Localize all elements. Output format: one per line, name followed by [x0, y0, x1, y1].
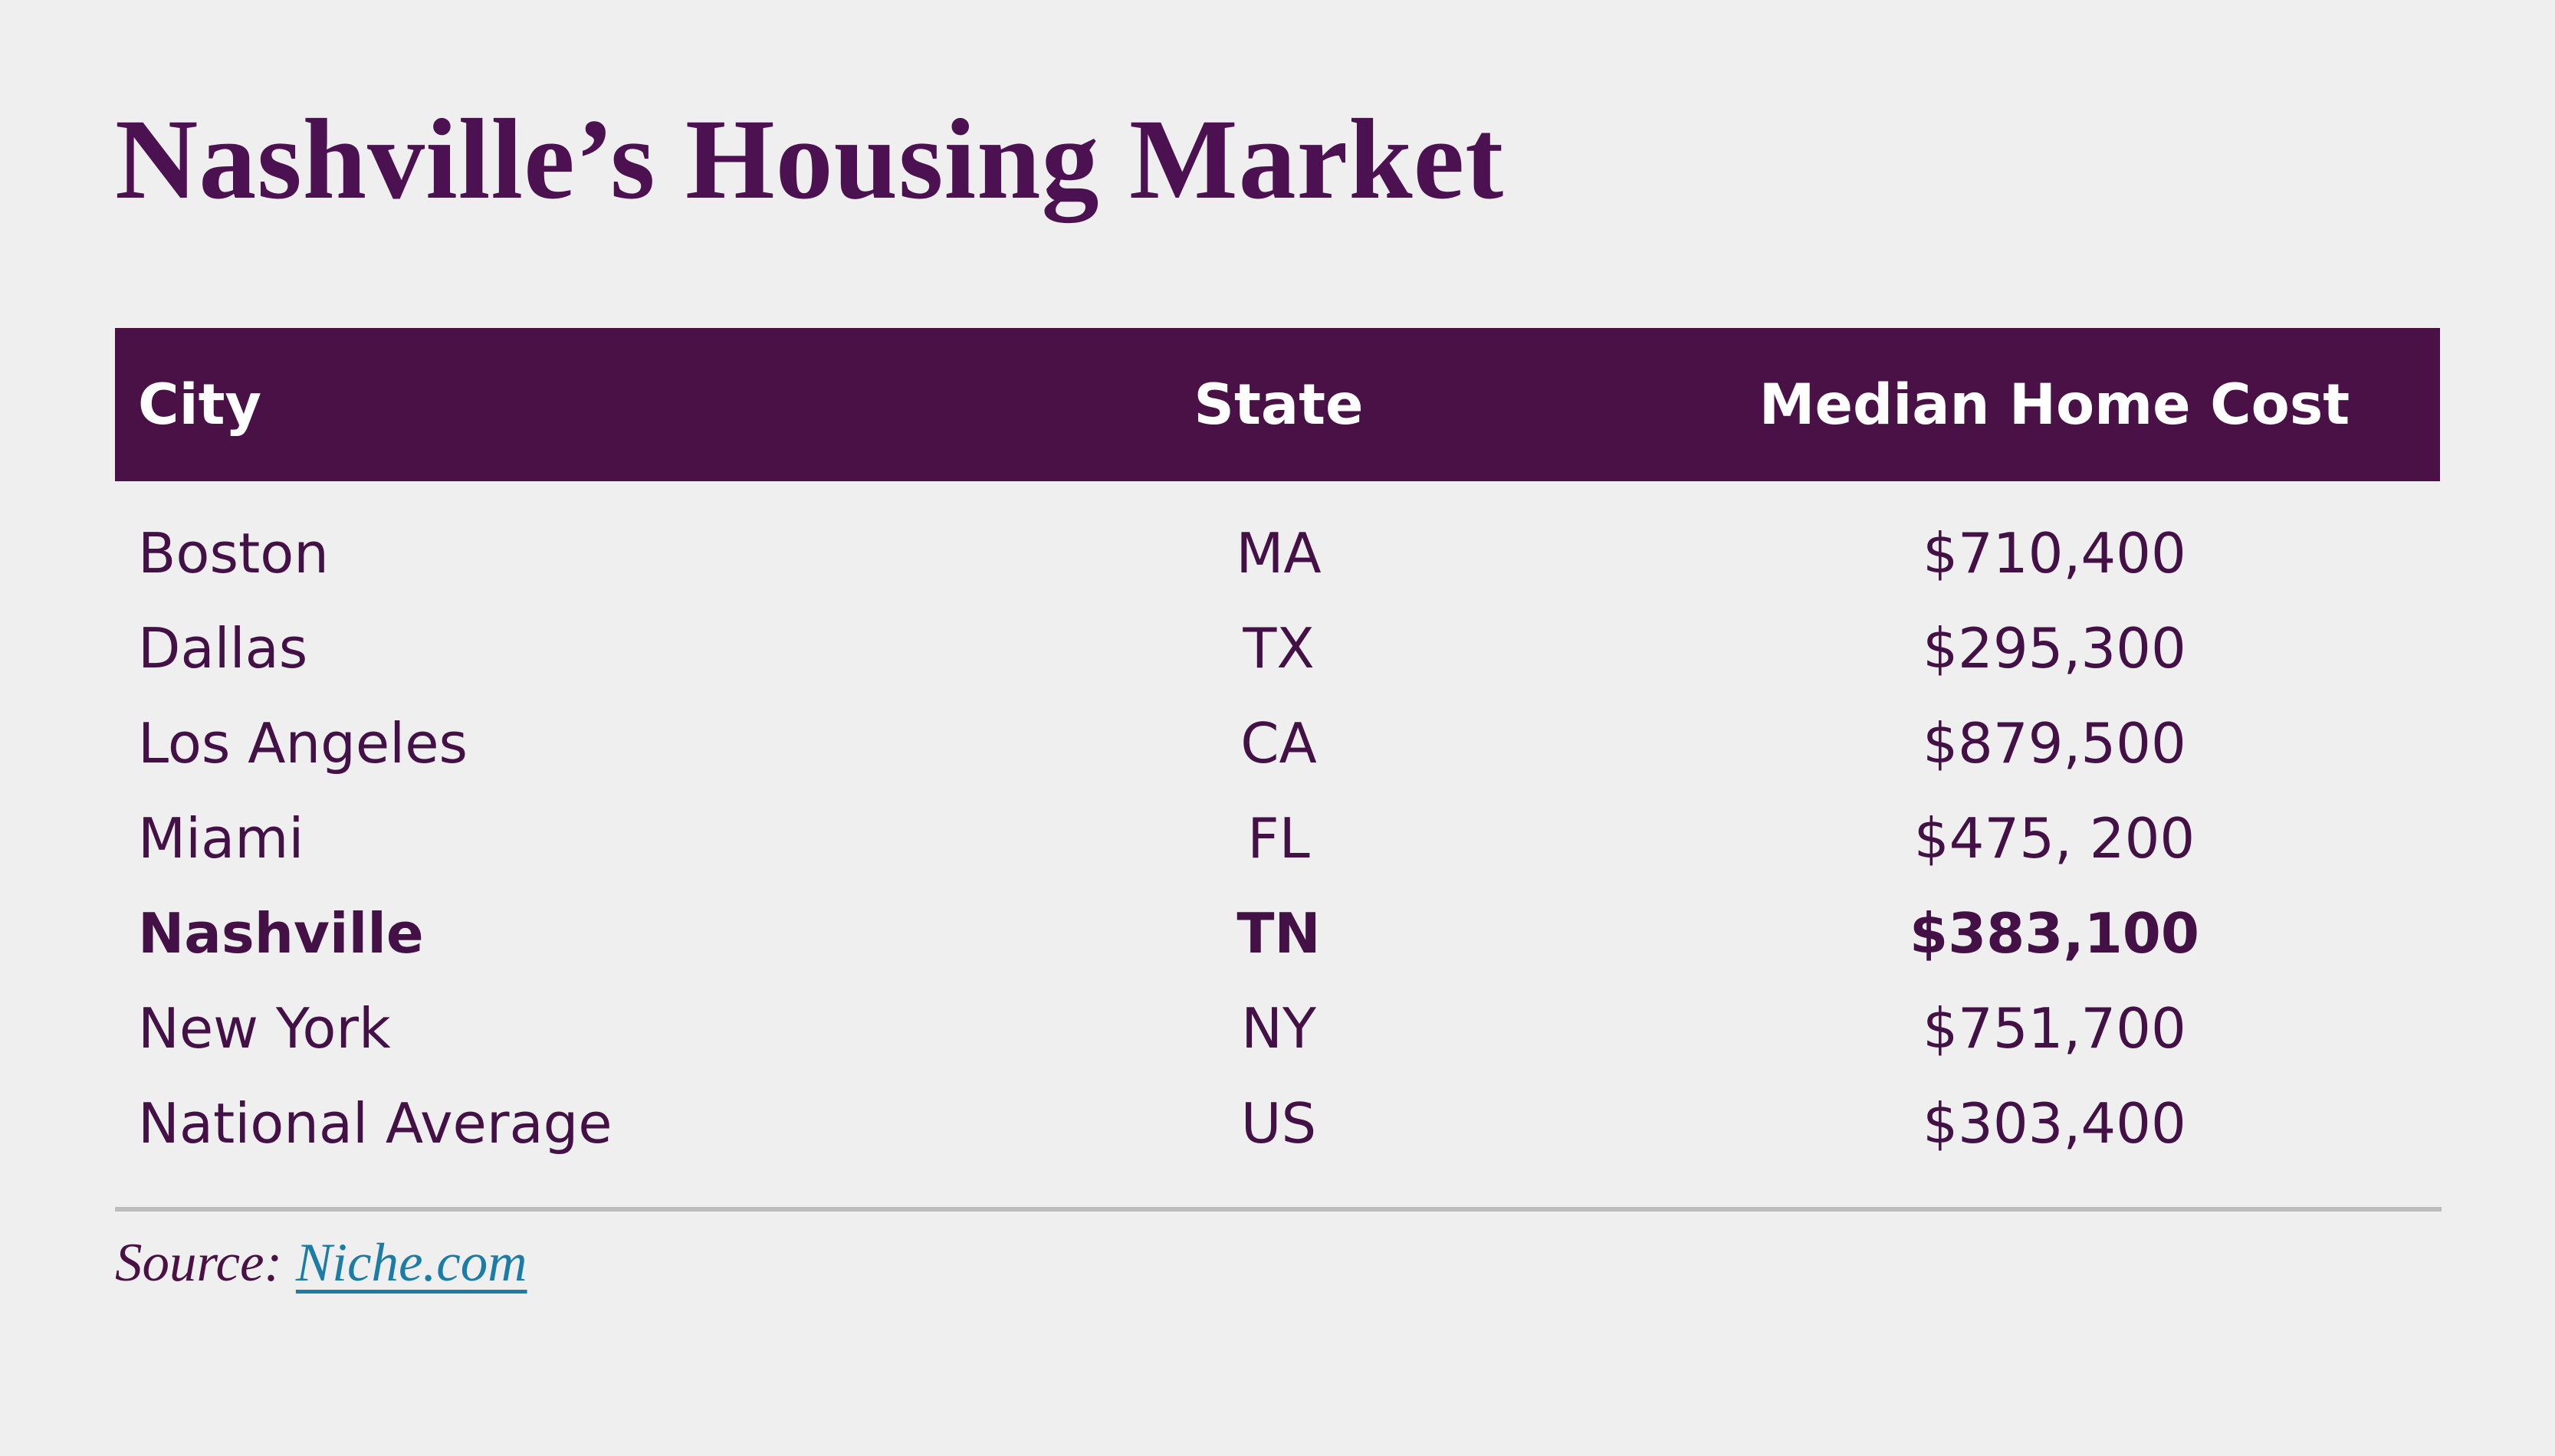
city-cell: National Average: [138, 1091, 612, 1156]
city-cell: Dallas: [138, 616, 308, 680]
table-row: Miami FL $475, 200: [115, 791, 2440, 886]
cost-cell: $879,500: [1923, 711, 2186, 776]
source-line: Source: Niche.com: [115, 1232, 527, 1295]
cost-cell: $383,100: [1909, 901, 2200, 966]
city-cell: Nashville: [138, 901, 424, 966]
city-cell: Boston: [138, 521, 329, 585]
cost-cell: $475, 200: [1913, 806, 2195, 871]
table-row: Los Angeles CA $879,500: [115, 696, 2440, 791]
page-title: Nashville’s Housing Market: [115, 96, 1505, 223]
table-row: Dallas TX $295,300: [115, 601, 2440, 696]
cost-cell: $710,400: [1923, 521, 2186, 585]
source-link[interactable]: Niche.com: [295, 1233, 527, 1293]
cost-cell: $751,700: [1923, 996, 2186, 1061]
state-cell: MA: [1236, 521, 1322, 585]
table-body: Boston MA $710,400 Dallas TX $295,300 Los Ange…: [115, 506, 2440, 1171]
state-cell: TN: [1236, 901, 1321, 966]
state-cell: FL: [1247, 806, 1310, 871]
city-cell: New York: [138, 996, 391, 1061]
state-cell: CA: [1240, 711, 1317, 776]
city-cell: Los Angeles: [138, 711, 468, 776]
column-header-median-home-cost: Median Home Cost: [1759, 372, 2350, 438]
divider: [115, 1207, 2442, 1212]
table-header-row: City State Median Home Cost: [115, 328, 2440, 481]
state-cell: US: [1240, 1091, 1317, 1156]
table-row: Boston MA $710,400: [115, 506, 2440, 601]
column-header-city: City: [138, 372, 262, 438]
state-cell: NY: [1241, 996, 1316, 1061]
table-row: National Average US $303,400: [115, 1076, 2440, 1171]
source-label: Source:: [115, 1233, 283, 1293]
city-cell: Miami: [138, 806, 304, 871]
cost-cell: $303,400: [1923, 1091, 2186, 1156]
cost-cell: $295,300: [1923, 616, 2186, 680]
state-cell: TX: [1243, 616, 1315, 680]
table-row: Nashville TN $383,100: [115, 886, 2440, 981]
table-row: New York NY $751,700: [115, 981, 2440, 1076]
column-header-state: State: [1194, 372, 1364, 438]
